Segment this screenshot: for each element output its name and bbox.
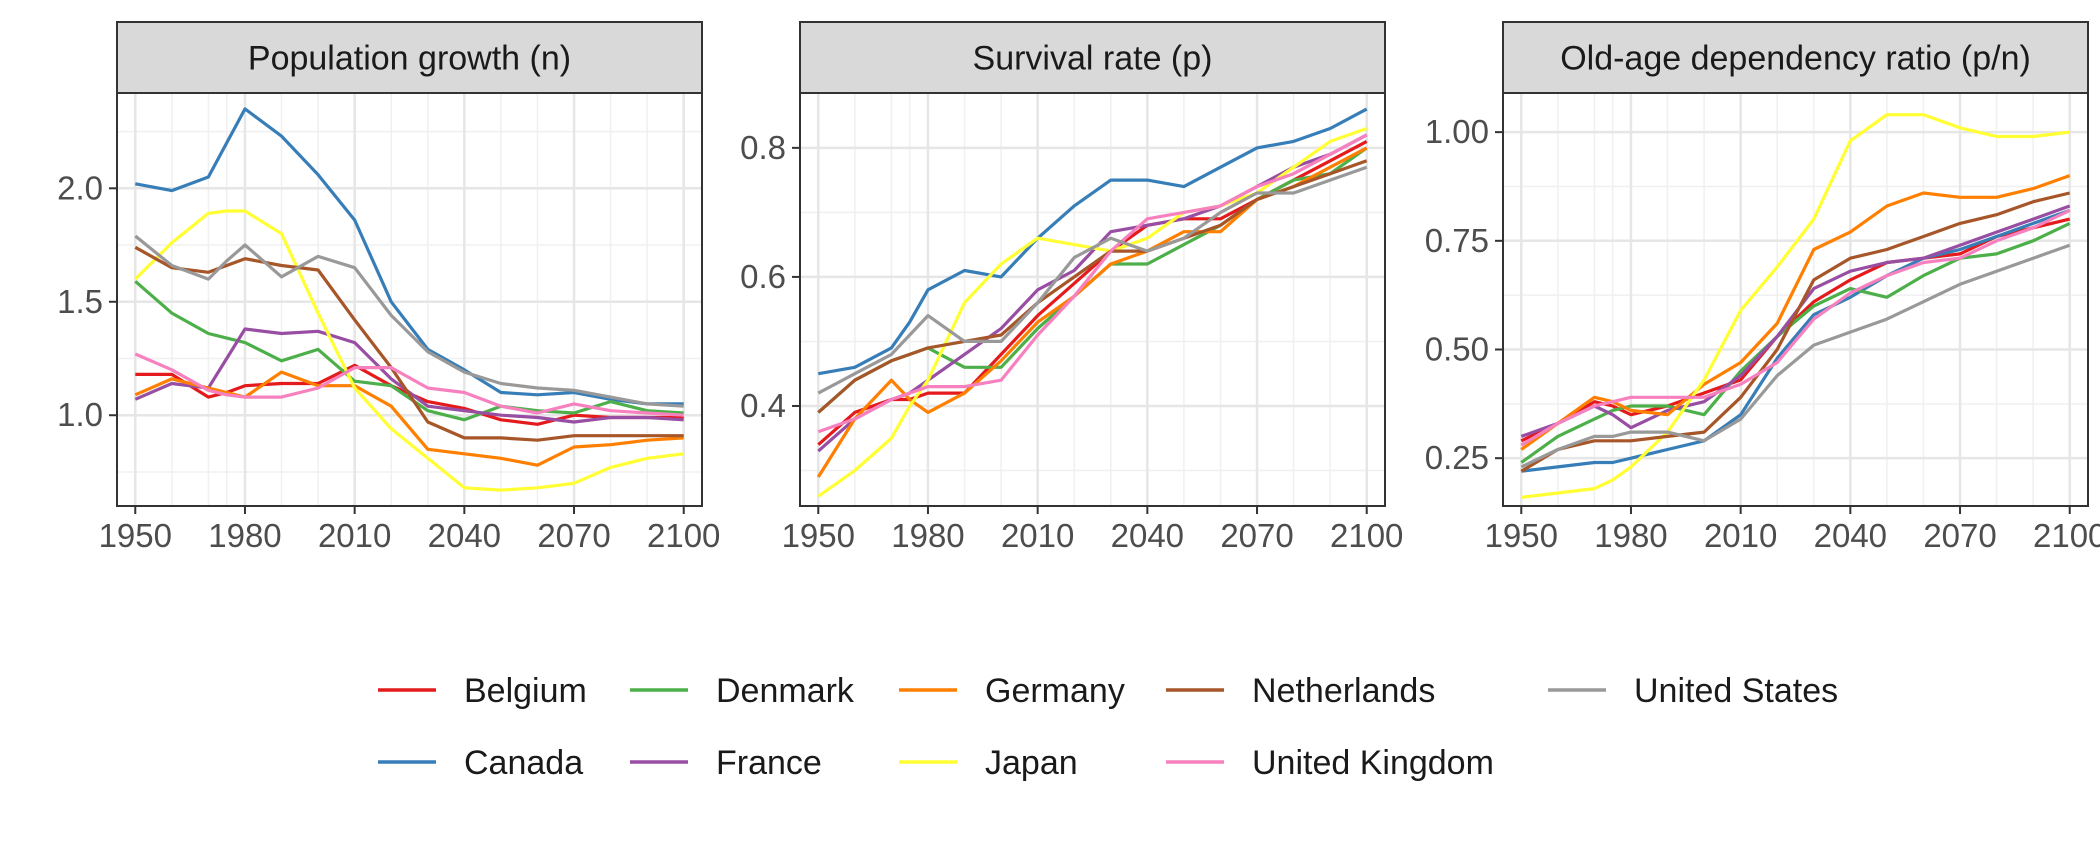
x-tick-label: 1950 xyxy=(1485,517,1558,554)
series-line-germany xyxy=(1520,174,2071,451)
series-line-denmark xyxy=(134,280,684,422)
series-line-canada xyxy=(135,107,684,406)
series-line-france xyxy=(1520,204,2071,438)
plot-background xyxy=(800,93,1385,506)
legend-label-united-kingdom: United Kingdom xyxy=(1252,744,1494,782)
legend-item-japan: Japan xyxy=(899,744,1078,782)
legend-label-united-states: United States xyxy=(1634,672,1838,710)
panel-border xyxy=(1502,92,2089,507)
y-tick-label: 0.4 xyxy=(740,387,786,424)
legend-item-denmark: Denmark xyxy=(630,672,855,710)
legend-item-canada: Canada xyxy=(378,744,583,782)
legend-item-united-states: United States xyxy=(1548,672,1838,710)
panel-title: Population growth (n) xyxy=(248,40,571,78)
panel-border xyxy=(799,92,1386,507)
x-tick-label: 1950 xyxy=(99,517,172,554)
series-line-canada xyxy=(818,107,1368,376)
panel-strip xyxy=(1502,21,2089,94)
series-line-netherlands xyxy=(817,159,1368,414)
legend-label-germany: Germany xyxy=(985,672,1125,710)
y-tick-label: 0.75 xyxy=(1425,222,1489,259)
x-tick-label: 2040 xyxy=(1814,517,1887,554)
x-tick-label: 2010 xyxy=(1001,517,1074,554)
legend-label-denmark: Denmark xyxy=(716,672,855,710)
series-line-japan xyxy=(817,126,1368,498)
legend-item-france: France xyxy=(630,744,822,782)
x-tick-label: 1980 xyxy=(208,517,281,554)
y-tick-label: 0.6 xyxy=(740,258,786,295)
x-tick-label: 2040 xyxy=(428,517,501,554)
panel-old-age-dependency-ratio-p-n: Old-age dependency ratio (p/n) 1950 1980 20… xyxy=(1425,21,2100,554)
x-tick-label: 2010 xyxy=(1704,517,1777,554)
y-tick-label: 1.0 xyxy=(57,396,103,433)
x-tick-label: 1980 xyxy=(1594,517,1667,554)
y-tick-label: 0.8 xyxy=(740,129,786,166)
panel-survival-rate-p: Survival rate (p) 1950 1980 2010 2040 2070 210… xyxy=(740,21,1403,554)
x-tick-label: 2100 xyxy=(2033,517,2100,554)
legend-label-netherlands: Netherlands xyxy=(1252,672,1435,710)
y-tick-label: 0.50 xyxy=(1425,330,1489,367)
plot-background xyxy=(1503,93,2088,506)
series-line-united-kingdom xyxy=(817,133,1368,434)
series-line-united-states xyxy=(817,165,1368,395)
series-line-united-kingdom xyxy=(1520,208,2071,447)
panel-title: Survival rate (p) xyxy=(973,40,1213,78)
series-line-japan xyxy=(134,209,684,492)
legend-label-france: France xyxy=(716,744,822,782)
legend-label-canada: Canada xyxy=(464,744,583,782)
legend: Belgium Denmark Germany Netherlands United S… xyxy=(378,672,1838,782)
legend-item-netherlands: Netherlands xyxy=(1166,672,1435,710)
panel-population-growth-n: Population growth (n) 1950 1980 2010 2040 207… xyxy=(57,21,720,554)
series-line-united-states xyxy=(134,234,684,408)
legend-item-belgium: Belgium xyxy=(378,672,587,710)
panel-strip xyxy=(116,21,703,94)
series-line-canada xyxy=(1521,208,2071,473)
y-tick-label: 2.0 xyxy=(57,169,103,206)
series-line-france xyxy=(134,327,684,424)
series-line-japan xyxy=(1521,113,2070,499)
x-tick-label: 1980 xyxy=(891,517,964,554)
series-line-united-kingdom xyxy=(134,352,684,417)
series-line-netherlands xyxy=(1520,191,2071,473)
x-tick-label: 2070 xyxy=(537,517,610,554)
x-tick-label: 2010 xyxy=(318,517,391,554)
x-tick-label: 2070 xyxy=(1220,517,1293,554)
legend-label-japan: Japan xyxy=(985,744,1078,782)
panel-border xyxy=(116,92,703,507)
legend-item-united-kingdom: United Kingdom xyxy=(1166,744,1494,782)
x-tick-label: 2100 xyxy=(647,517,720,554)
x-tick-label: 1950 xyxy=(782,517,855,554)
legend-item-germany: Germany xyxy=(899,672,1125,710)
legend-label-belgium: Belgium xyxy=(464,672,587,710)
x-tick-label: 2040 xyxy=(1111,517,1184,554)
series-line-germany xyxy=(134,370,684,467)
y-tick-label: 1.00 xyxy=(1425,113,1489,150)
x-tick-label: 2070 xyxy=(1923,517,1996,554)
panel-title: Old-age dependency ratio (p/n) xyxy=(1560,40,2031,78)
x-tick-label: 2100 xyxy=(1330,517,1403,554)
panel-strip xyxy=(799,21,1386,94)
y-tick-label: 0.25 xyxy=(1425,439,1489,476)
series-line-united-states xyxy=(1520,243,2071,469)
y-tick-label: 1.5 xyxy=(57,283,103,320)
